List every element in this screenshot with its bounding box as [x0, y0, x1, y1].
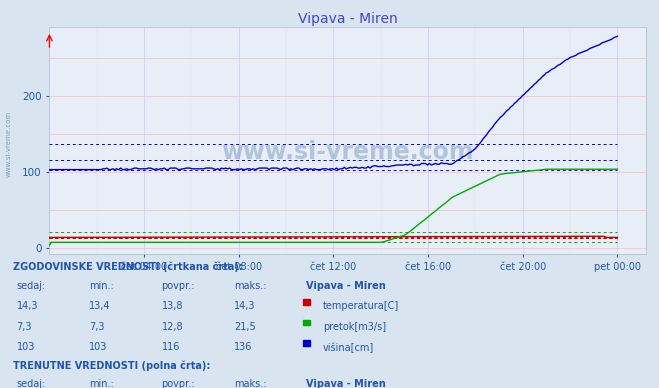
- Text: 116: 116: [161, 342, 180, 352]
- Text: temperatura[C]: temperatura[C]: [323, 301, 399, 311]
- Text: 12,8: 12,8: [161, 322, 183, 332]
- Text: 13,4: 13,4: [89, 301, 111, 311]
- Text: 7,3: 7,3: [89, 322, 105, 332]
- Text: 136: 136: [234, 342, 252, 352]
- Text: pretok[m3/s]: pretok[m3/s]: [323, 322, 386, 332]
- Text: 13,8: 13,8: [161, 301, 183, 311]
- Text: TRENUTNE VREDNOSTI (polna črta):: TRENUTNE VREDNOSTI (polna črta):: [13, 361, 211, 371]
- Text: 14,3: 14,3: [16, 301, 38, 311]
- Text: maks.:: maks.:: [234, 281, 266, 291]
- Text: višina[cm]: višina[cm]: [323, 342, 374, 353]
- Text: Vipava - Miren: Vipava - Miren: [306, 379, 386, 388]
- Text: ZGODOVINSKE VREDNOSTI (črtkana črta):: ZGODOVINSKE VREDNOSTI (črtkana črta):: [13, 262, 243, 272]
- Text: 21,5: 21,5: [234, 322, 256, 332]
- Text: www.si-vreme.com: www.si-vreme.com: [221, 140, 474, 164]
- Text: sedaj:: sedaj:: [16, 379, 45, 388]
- Text: maks.:: maks.:: [234, 379, 266, 388]
- Text: povpr.:: povpr.:: [161, 281, 195, 291]
- Text: min.:: min.:: [89, 281, 114, 291]
- Text: povpr.:: povpr.:: [161, 379, 195, 388]
- Text: 103: 103: [89, 342, 107, 352]
- Text: min.:: min.:: [89, 379, 114, 388]
- Text: www.si-vreme.com: www.si-vreme.com: [5, 111, 11, 177]
- Text: 14,3: 14,3: [234, 301, 256, 311]
- Title: Vipava - Miren: Vipava - Miren: [298, 12, 397, 26]
- Text: 103: 103: [16, 342, 35, 352]
- Text: 7,3: 7,3: [16, 322, 32, 332]
- Text: Vipava - Miren: Vipava - Miren: [306, 281, 386, 291]
- Text: sedaj:: sedaj:: [16, 281, 45, 291]
